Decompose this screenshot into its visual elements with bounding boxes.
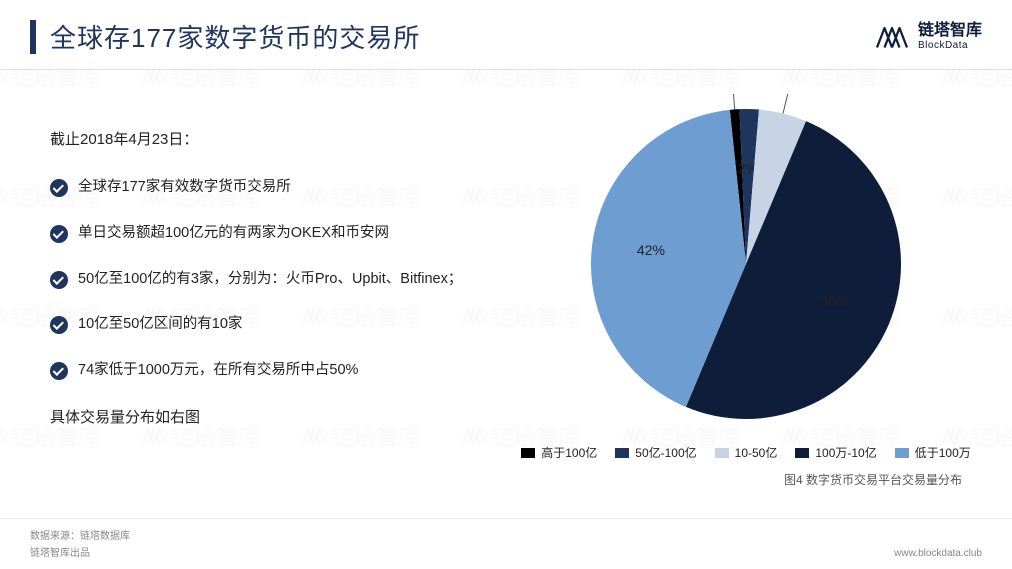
title-accent-bar [30, 20, 36, 54]
legend-item: 100万-10亿 [795, 444, 876, 461]
legend-label: 10-50亿 [735, 444, 778, 461]
legend-swatch [895, 448, 909, 458]
check-icon [50, 225, 68, 243]
bullet-text: 10亿至50亿区间的有10家 [78, 314, 242, 336]
content-area: 截止2018年4月23日： 全球存177家有效数字货币交易所单日交易额超100亿… [0, 70, 1012, 488]
bullet-text: 50亿至100亿的有3家，分别为：火币Pro、Upbit、Bitfinex； [78, 269, 462, 291]
logo-icon [874, 23, 910, 51]
footer-url: www.blockdata.club [894, 548, 982, 559]
date-line: 截止2018年4月23日： [50, 128, 510, 149]
legend-swatch [795, 448, 809, 458]
chart-legend: 高于100亿 50亿-100亿 10-50亿 100万-10亿 低于100万 [521, 444, 971, 461]
chart-caption: 图4 数字货币交易平台交易量分布 [784, 471, 962, 488]
legend-swatch [521, 448, 535, 458]
legend-swatch [715, 448, 729, 458]
logo-text-cn: 链塔智库 [918, 22, 982, 40]
check-icon [50, 316, 68, 334]
legend-label: 低于100万 [915, 444, 971, 461]
legend-item: 50亿-100亿 [615, 444, 696, 461]
chart-column: 1%2%5%50%42% 高于100亿50亿-100亿10-50亿100万-10… [510, 100, 982, 488]
extra-line: 具体交易量分布如右图 [50, 406, 510, 427]
leader-line [733, 94, 735, 109]
text-column: 截止2018年4月23日： 全球存177家有效数字货币交易所单日交易额超100亿… [50, 100, 510, 488]
bullet-item: 74家低于1000万元，在所有交易所中占50% [50, 360, 510, 382]
check-icon [50, 271, 68, 289]
bullet-item: 50亿至100亿的有3家，分别为：火币Pro、Upbit、Bitfinex； [50, 269, 510, 291]
legend-item: 10-50亿 [715, 444, 778, 461]
slice-label: 42% [637, 242, 665, 258]
bullet-item: 全球存177家有效数字货币交易所 [50, 177, 510, 199]
check-icon [50, 179, 68, 197]
bullet-item: 单日交易额超100亿元的有两家为OKEX和币安网 [50, 223, 510, 245]
legend-swatch [615, 448, 629, 458]
legend-item: 低于100万 [895, 444, 971, 461]
bullet-text: 74家低于1000万元，在所有交易所中占50% [78, 360, 358, 382]
slice-label: 50% [821, 293, 849, 309]
pie-chart: 1%2%5%50%42% [576, 94, 916, 434]
leader-line [783, 94, 788, 113]
brand-logo: 链塔智库 BlockData [874, 22, 982, 51]
bullet-list: 全球存177家有效数字货币交易所单日交易额超100亿元的有两家为OKEX和币安网… [50, 177, 510, 382]
footer-source: 数据来源：链塔数据库 [30, 527, 130, 542]
legend-label: 50亿-100亿 [635, 444, 696, 461]
legend-item: 高于100亿 [521, 444, 597, 461]
bullet-text: 单日交易额超100亿元的有两家为OKEX和币安网 [78, 223, 389, 245]
logo-text-en: BlockData [918, 40, 982, 51]
title-wrap: 全球存177家数字货币的交易所 [30, 18, 420, 55]
footer: 数据来源：链塔数据库 链塔智库出品 www.blockdata.club [0, 518, 1012, 569]
legend-label: 100万-10亿 [815, 444, 876, 461]
footer-producer: 链塔智库出品 [30, 544, 130, 559]
legend-label: 高于100亿 [541, 444, 597, 461]
check-icon [50, 362, 68, 380]
page-title: 全球存177家数字货币的交易所 [50, 18, 420, 55]
bullet-text: 全球存177家有效数字货币交易所 [78, 177, 291, 199]
header: 全球存177家数字货币的交易所 链塔智库 BlockData [0, 0, 1012, 69]
bullet-item: 10亿至50亿区间的有10家 [50, 314, 510, 336]
